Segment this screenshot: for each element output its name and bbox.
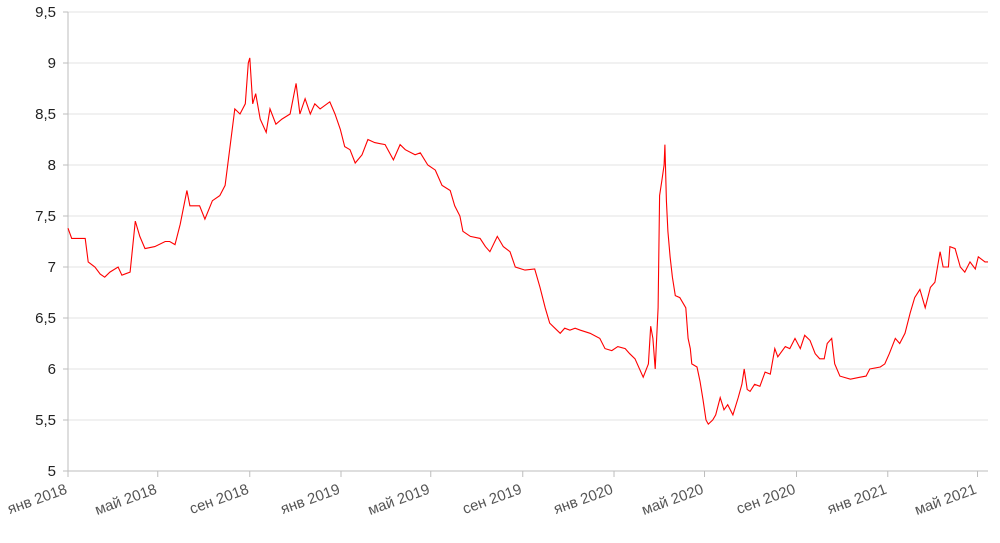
gridlines	[68, 11, 988, 421]
x-tick-label: май 2019	[366, 481, 432, 519]
x-tick-label: сен 2019	[460, 481, 524, 518]
y-tick-label: 6	[48, 361, 56, 378]
x-axis: янв 2018 май 2018 сен 2018 янв 2019 май 2019…	[5, 470, 988, 519]
y-axis: 5 5,5 6 6,5 7 7,5 8 8,5 9 9,5	[35, 4, 69, 480]
x-tick-label: янв 2019	[278, 481, 342, 518]
y-tick-label: 7	[48, 259, 56, 276]
x-tick-label: сен 2020	[734, 481, 798, 518]
y-tick-label: 5,5	[35, 412, 56, 429]
x-tick-label: май 2018	[93, 481, 159, 519]
y-tick-label: 6,5	[35, 310, 56, 327]
x-tick-label: сен 2018	[187, 481, 251, 518]
series-line	[67, 57, 988, 425]
x-tick-label: янв 2020	[551, 481, 615, 518]
y-tick-label: 7,5	[35, 208, 56, 225]
y-tick-label: 9,5	[35, 4, 56, 21]
y-tick-label: 5	[48, 463, 56, 480]
y-tick-label: 9	[48, 55, 56, 72]
y-tick-label: 8,5	[35, 106, 56, 123]
x-tick-label: янв 2021	[825, 481, 889, 518]
x-tick-label: май 2020	[639, 481, 705, 519]
y-tick-label: 8	[48, 157, 56, 174]
x-tick-label: май 2021	[912, 481, 978, 519]
x-tick-label: янв 2018	[5, 481, 69, 518]
